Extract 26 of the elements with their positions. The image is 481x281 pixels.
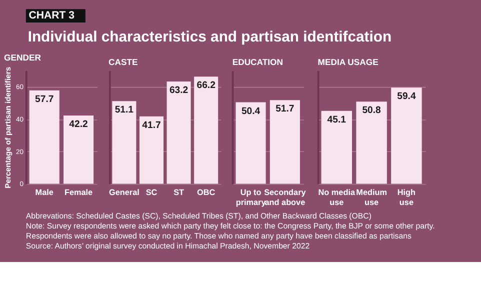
data-label: 59.4: [397, 91, 416, 102]
y-axis-title: Percentage of partisan identifiers: [3, 66, 12, 188]
source-note: Source: Authors’ original survey conducted in Himachal Pradesh, November 2022: [26, 242, 310, 251]
text: Respondents were also allowed to say no party. Those who named any party have been classified as partisans: [26, 232, 412, 241]
bar: [166, 82, 191, 184]
text: CHART 3: [28, 10, 75, 22]
data-label: 41.7: [142, 120, 161, 131]
chart-title: MEDIA USAGE: [318, 56, 379, 67]
data-label: 63.2: [169, 85, 188, 96]
chart-title: GENDER: [4, 52, 42, 63]
text: Note: Survey respondents were asked which party they felt close to: the Congress Party, the BJP or some other party.: [26, 221, 435, 230]
text: Abbrevations: Scheduled Castes (SC), Scheduled Tribes (ST), and Other Backward Classes (OBC): [26, 211, 372, 220]
data-label: 50.4: [241, 106, 261, 117]
data-label: 45.1: [327, 114, 347, 126]
bar: [194, 76, 218, 184]
data-label: 57.7: [35, 94, 54, 105]
data-label: 66.2: [196, 80, 216, 92]
data-label: 42.2: [69, 119, 88, 130]
chart-title: CASTE: [108, 56, 138, 67]
chart-title: EDUCATION: [232, 56, 283, 67]
text: Individual characteristics and partisan identifcation: [28, 30, 392, 46]
bar: [139, 116, 164, 184]
data-label: 50.8: [362, 105, 382, 116]
data-label: 51.7: [276, 104, 294, 115]
data-label: 51.1: [114, 104, 134, 116]
bar: [112, 101, 136, 184]
